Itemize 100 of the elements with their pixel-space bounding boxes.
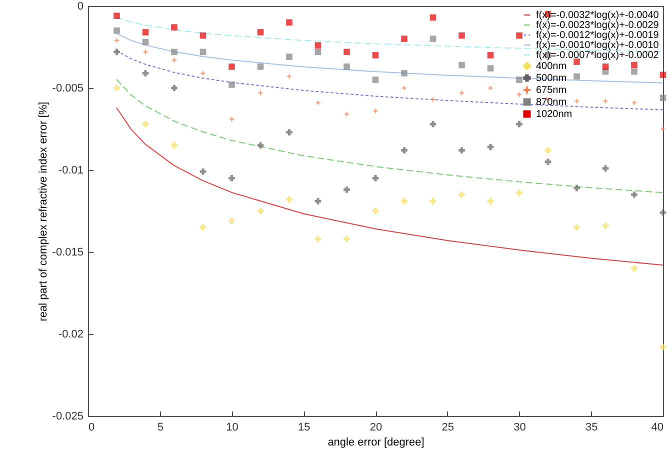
point bbox=[660, 72, 666, 78]
point bbox=[200, 168, 206, 175]
x-tick-label: 35 bbox=[586, 422, 598, 434]
point bbox=[430, 36, 436, 42]
point bbox=[314, 236, 322, 242]
point bbox=[114, 27, 120, 34]
point bbox=[200, 32, 206, 39]
point bbox=[602, 165, 609, 172]
point bbox=[114, 84, 120, 92]
point bbox=[430, 198, 436, 204]
point bbox=[430, 14, 436, 21]
point bbox=[372, 175, 379, 182]
point bbox=[200, 70, 206, 76]
y-tick-label: -0.005 bbox=[52, 82, 84, 94]
point bbox=[171, 48, 178, 56]
y-tick-label: -0.015 bbox=[52, 246, 84, 258]
point bbox=[372, 108, 379, 114]
point bbox=[114, 12, 120, 20]
point bbox=[516, 76, 522, 83]
point bbox=[574, 184, 580, 192]
legend-label: f(x)=-0.0023*log(x)+-0.0029 bbox=[536, 20, 660, 31]
point bbox=[344, 236, 350, 242]
legend-label: f(x)=-0.0007*log(x)+-0.0002 bbox=[536, 50, 660, 61]
point bbox=[344, 64, 350, 70]
point bbox=[142, 120, 149, 128]
point bbox=[228, 175, 235, 182]
x-tick-label: 15 bbox=[298, 422, 310, 434]
point bbox=[487, 198, 494, 204]
x-tick-label: 25 bbox=[442, 422, 454, 434]
point bbox=[487, 65, 494, 72]
point bbox=[286, 196, 292, 203]
y-axis-title: real part of complex refractive index error [%] bbox=[37, 102, 50, 322]
point bbox=[171, 24, 178, 30]
point bbox=[257, 29, 264, 36]
x-tick-label: 40 bbox=[651, 422, 664, 434]
point bbox=[171, 142, 178, 149]
point bbox=[458, 147, 465, 154]
point bbox=[171, 56, 178, 64]
x-tick-label: 5 bbox=[157, 422, 164, 434]
point bbox=[228, 64, 235, 70]
point bbox=[142, 38, 149, 46]
point bbox=[314, 100, 322, 106]
point bbox=[574, 98, 580, 104]
point bbox=[516, 91, 522, 98]
point bbox=[458, 62, 465, 68]
y-tick-label: -0.02 bbox=[58, 328, 84, 340]
point bbox=[631, 68, 638, 75]
point bbox=[401, 84, 408, 92]
point bbox=[344, 111, 350, 118]
point bbox=[142, 29, 149, 36]
point bbox=[660, 344, 666, 350]
point bbox=[228, 82, 235, 88]
point bbox=[401, 70, 408, 76]
point bbox=[286, 54, 292, 60]
point bbox=[171, 84, 178, 92]
point bbox=[228, 116, 235, 122]
point bbox=[660, 94, 666, 102]
point bbox=[257, 64, 264, 70]
x-tick-label: 30 bbox=[514, 422, 526, 434]
point bbox=[631, 62, 638, 68]
point bbox=[314, 42, 322, 49]
point bbox=[602, 64, 609, 70]
line-series bbox=[116, 108, 663, 266]
point bbox=[516, 120, 522, 128]
point bbox=[286, 19, 292, 26]
legend-label: 400nm bbox=[536, 61, 567, 72]
point bbox=[544, 158, 552, 165]
x-axis-title: angle error [degree] bbox=[328, 436, 424, 448]
point bbox=[574, 224, 580, 231]
legend-label: 500nm bbox=[536, 73, 567, 84]
point bbox=[314, 48, 322, 56]
point bbox=[487, 144, 494, 150]
point bbox=[487, 52, 494, 58]
legend-label: f(x)=-0.0012*log(x)+-0.0019 bbox=[536, 30, 660, 41]
point bbox=[372, 76, 379, 83]
point bbox=[516, 32, 522, 39]
point bbox=[430, 96, 436, 103]
point bbox=[602, 222, 609, 229]
point bbox=[660, 126, 666, 132]
x-tick-label: 0 bbox=[88, 422, 95, 434]
point bbox=[631, 191, 638, 198]
point bbox=[458, 32, 465, 39]
point bbox=[114, 37, 120, 44]
point bbox=[200, 224, 206, 231]
x-tick-label: 10 bbox=[226, 422, 238, 434]
point bbox=[257, 90, 264, 96]
y-tick-label: -0.025 bbox=[52, 410, 84, 422]
legend-label: 675nm bbox=[536, 85, 567, 96]
point bbox=[200, 48, 206, 56]
point bbox=[458, 90, 465, 96]
legend-label: f(x)=-0.0010*log(x)+-0.0010 bbox=[536, 40, 660, 51]
point bbox=[142, 48, 149, 56]
point bbox=[344, 48, 350, 56]
point bbox=[314, 198, 322, 204]
point bbox=[574, 73, 580, 80]
legend-label: 870nm bbox=[536, 97, 567, 108]
point bbox=[660, 209, 666, 216]
point bbox=[372, 52, 379, 58]
point bbox=[372, 208, 379, 214]
point bbox=[516, 190, 522, 196]
